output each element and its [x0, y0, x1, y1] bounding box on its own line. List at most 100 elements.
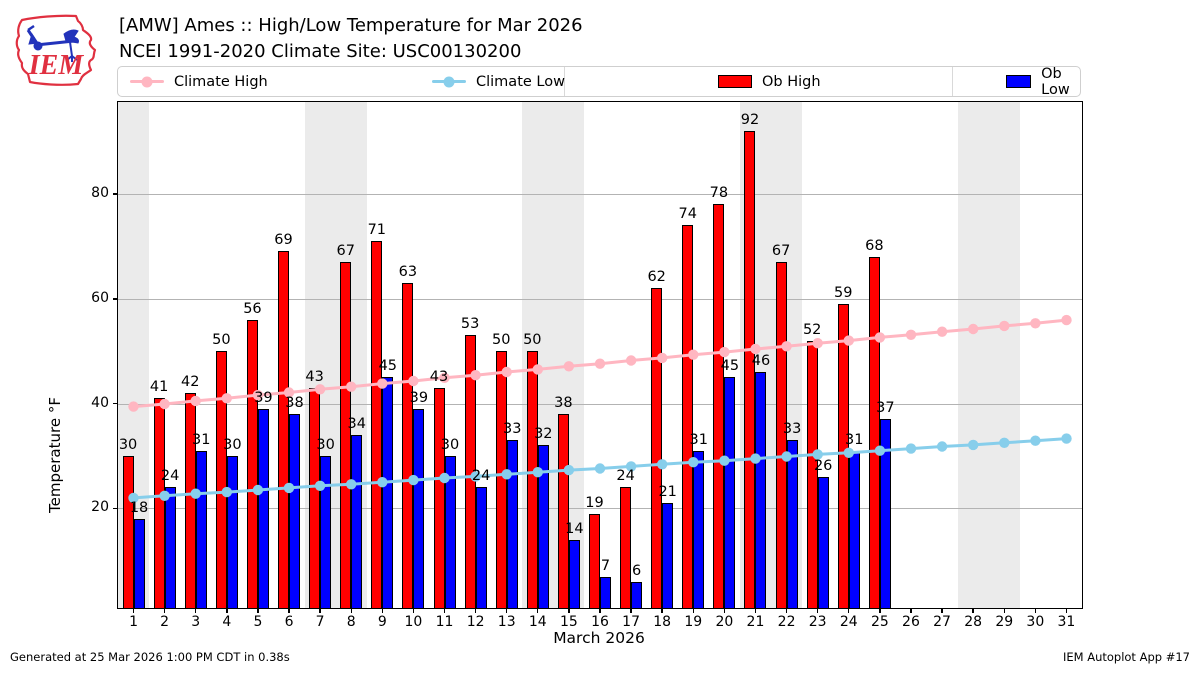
ob-high-bar	[651, 288, 663, 608]
ob-low-value: 26	[813, 457, 833, 474]
climate-low-line-swatch	[432, 76, 466, 87]
climate-high-line	[133, 318, 1067, 409]
x-tick-label: 28	[964, 614, 983, 630]
ob-low-bar	[413, 408, 425, 608]
x-tick-label: 6	[284, 614, 294, 630]
x-tick-mark	[568, 608, 570, 613]
ob-low-value: 21	[658, 484, 677, 501]
ob-high-bar	[402, 282, 414, 608]
x-tick-label: 21	[746, 614, 765, 630]
climate-low-marker	[905, 443, 917, 454]
logo-text: IEM	[28, 50, 85, 81]
ob-high-value: 41	[149, 379, 169, 396]
weekend-band	[957, 102, 989, 608]
ob-low-bar	[257, 408, 269, 608]
ob-low-value: 39	[254, 389, 273, 406]
ob-high-value: 62	[647, 269, 666, 286]
ob-high-bar	[495, 351, 507, 608]
x-tick-mark	[879, 608, 881, 613]
ob-low-value: 34	[347, 415, 366, 432]
ob-low-value: 7	[600, 557, 611, 574]
ob-high-value: 59	[834, 284, 853, 301]
gridline	[118, 193, 1082, 195]
x-tick-mark	[381, 608, 383, 613]
ob-high-value: 78	[709, 185, 729, 202]
x-tick-mark	[1034, 608, 1037, 613]
ob-high-value: 67	[771, 242, 791, 259]
ob-low-bar	[289, 413, 301, 608]
x-tick-label: 19	[684, 614, 703, 630]
x-tick-label: 27	[933, 614, 951, 630]
x-tick-mark	[972, 608, 974, 613]
y-tick-mark	[113, 298, 118, 300]
x-tick-label: 11	[435, 614, 454, 630]
ob-high-bar	[713, 204, 725, 608]
ob-low-bar	[320, 455, 332, 608]
ob-low-value: 24	[471, 468, 491, 485]
y-tick-label: 40	[91, 394, 109, 411]
ob-high-value: 19	[585, 494, 604, 511]
ob-high-value: 50	[523, 332, 542, 349]
x-tick-label: 3	[191, 614, 201, 630]
x-tick-mark	[163, 608, 166, 613]
ob-high-value: 71	[367, 221, 387, 238]
ob-high-bar	[620, 487, 632, 608]
climate-high-marker	[1061, 314, 1072, 326]
climate-high-marker	[1030, 318, 1041, 329]
x-tick-label: 10	[404, 614, 423, 630]
iem-logo: IEM	[8, 4, 112, 104]
ob-high-bar	[526, 351, 538, 608]
x-tick-label: 17	[622, 614, 640, 630]
ob-low-bar	[195, 450, 207, 608]
plot-area: Temperature °F 20 40 60 80 30 18 41 24 42 31 50 30 5…	[46, 101, 1083, 630]
ob-high-bar	[371, 240, 383, 608]
ob-high-value: 52	[802, 321, 822, 338]
ob-high-bar	[153, 398, 165, 608]
ob-low-bar	[537, 445, 549, 608]
ob-low-value: 32	[534, 426, 553, 443]
ob-low-bar	[817, 476, 829, 608]
ob-low-bar	[879, 419, 891, 608]
x-tick-mark	[692, 608, 694, 613]
x-tick-label: 30	[1026, 614, 1045, 630]
legend-label: Ob High	[762, 73, 821, 90]
ob-high-value: 56	[243, 300, 262, 317]
climate-high-marker	[594, 358, 606, 369]
ob-high-bar	[868, 256, 880, 608]
ob-high-swatch	[718, 75, 752, 88]
ob-high-value: 42	[181, 374, 200, 390]
x-tick-label: 20	[715, 614, 734, 630]
ob-high-value: 50	[212, 332, 231, 349]
ob-low-value: 45	[720, 358, 740, 375]
ob-low-value: 24	[160, 468, 180, 485]
ob-high-bar	[744, 130, 756, 608]
x-tick-mark	[1003, 608, 1005, 613]
ob-low-value: 37	[876, 400, 895, 417]
ob-high-bar	[433, 387, 445, 608]
y-tick-label: 80	[91, 184, 109, 201]
ob-high-value: 92	[740, 111, 760, 128]
legend-separator	[952, 67, 953, 96]
x-tick-mark	[910, 608, 912, 613]
x-tick-mark	[412, 608, 415, 613]
ob-high-bar	[309, 387, 321, 608]
climate-low-marker	[594, 463, 606, 474]
legend-separator	[564, 67, 565, 96]
gridline	[118, 508, 1082, 510]
legend-item-climate-high: Climate High	[130, 67, 268, 96]
x-tick-mark	[506, 608, 508, 613]
ob-high-bar	[122, 455, 134, 608]
ob-high-bar	[589, 513, 600, 608]
ob-high-value: 68	[865, 237, 884, 254]
x-tick-label: 23	[808, 614, 827, 630]
generated-timestamp: Generated at 25 Mar 2026 1:00 PM CDT in …	[10, 650, 290, 664]
y-axis-label: Temperature °F	[46, 397, 64, 513]
ob-low-value: 14	[565, 520, 584, 537]
weekend-band	[988, 102, 1020, 608]
ob-high-bar	[184, 393, 196, 608]
x-tick-label: 14	[528, 614, 547, 630]
climate-low-marker-icon	[443, 76, 455, 87]
ob-high-value: 63	[398, 263, 418, 280]
x-tick-label: 15	[559, 614, 578, 630]
x-tick-mark	[785, 608, 788, 613]
